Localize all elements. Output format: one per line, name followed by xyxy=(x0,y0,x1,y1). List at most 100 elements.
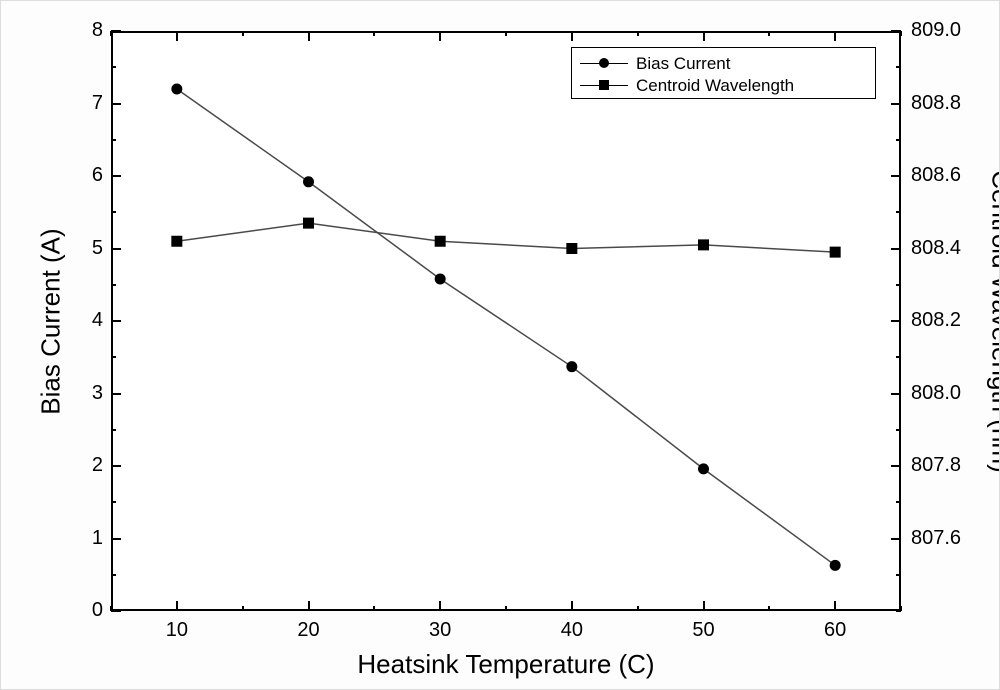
yl-tick xyxy=(111,320,121,322)
yl-tick xyxy=(111,66,116,68)
x-tick-label: 30 xyxy=(420,619,460,642)
x-tick-top xyxy=(703,31,705,41)
circle-marker-icon xyxy=(599,58,609,68)
centroid-wavelength-marker xyxy=(830,247,841,258)
yl-tick-label: 8 xyxy=(73,19,103,42)
centroid-wavelength-marker xyxy=(435,236,446,247)
centroid-wavelength-marker xyxy=(698,239,709,250)
yl-tick xyxy=(111,103,121,105)
yl-tick xyxy=(111,610,121,612)
yl-tick xyxy=(111,248,121,250)
yl-tick xyxy=(111,429,116,431)
legend-label: Bias Current xyxy=(636,54,730,74)
x-tick xyxy=(242,606,244,611)
yl-tick-label: 6 xyxy=(73,164,103,187)
bias-current-marker xyxy=(303,176,314,187)
chart-figure: Heatsink Temperature (C) Bias Current (A… xyxy=(0,0,1000,690)
yr-tick xyxy=(896,211,901,213)
x-tick xyxy=(176,601,178,611)
centroid-wavelength-marker xyxy=(566,243,577,254)
yr-tick xyxy=(896,284,901,286)
x-tick xyxy=(373,606,375,611)
centroid-wavelength-marker xyxy=(171,236,182,247)
y-right-axis-label: Centroid Wavelength (nm) xyxy=(986,162,1000,482)
yl-tick xyxy=(111,465,121,467)
yr-tick-label: 807.6 xyxy=(911,527,971,550)
yr-tick xyxy=(891,538,901,540)
yr-tick xyxy=(891,175,901,177)
yr-tick xyxy=(896,139,901,141)
yl-tick-label: 7 xyxy=(73,92,103,115)
x-tick xyxy=(637,606,639,611)
x-tick-top xyxy=(176,31,178,41)
yl-tick-label: 5 xyxy=(73,237,103,260)
yr-tick-label: 809.0 xyxy=(911,19,971,42)
yr-tick-label: 808.4 xyxy=(911,237,971,260)
yl-tick-label: 3 xyxy=(73,382,103,405)
yr-tick xyxy=(891,30,901,32)
bias-current-marker xyxy=(171,84,182,95)
yr-tick xyxy=(896,429,901,431)
yr-tick xyxy=(891,465,901,467)
x-tick-top xyxy=(308,31,310,41)
x-tick xyxy=(834,601,836,611)
yl-tick xyxy=(111,175,121,177)
x-tick-top xyxy=(505,31,507,36)
yl-tick xyxy=(111,501,116,503)
yr-tick-label: 808.6 xyxy=(911,164,971,187)
centroid-wavelength-line xyxy=(177,223,835,252)
bias-current-line xyxy=(177,89,835,565)
centroid-wavelength-marker xyxy=(303,218,314,229)
x-tick xyxy=(571,601,573,611)
legend-item-bias-current: Bias Current xyxy=(580,52,867,74)
yr-tick-label: 808.8 xyxy=(911,92,971,115)
yl-tick xyxy=(111,284,116,286)
yr-tick-label: 808.0 xyxy=(911,382,971,405)
x-tick-top xyxy=(768,31,770,36)
bias-current-marker xyxy=(698,463,709,474)
legend-item-centroid-wavelength: Centroid Wavelength xyxy=(580,74,867,96)
yl-tick xyxy=(111,574,116,576)
chart-svg-layer xyxy=(1,1,1000,690)
yr-tick-label: 807.8 xyxy=(911,454,971,477)
x-tick xyxy=(308,601,310,611)
square-marker-icon xyxy=(599,80,609,90)
x-tick xyxy=(768,606,770,611)
yl-tick-label: 0 xyxy=(73,599,103,622)
legend: Bias Current Centroid Wavelength xyxy=(571,47,876,99)
bias-current-marker xyxy=(566,361,577,372)
x-tick-label: 60 xyxy=(815,619,855,642)
x-tick-top xyxy=(571,31,573,41)
x-tick-label: 20 xyxy=(289,619,329,642)
x-tick xyxy=(505,606,507,611)
x-axis-label: Heatsink Temperature (C) xyxy=(346,649,666,680)
x-tick xyxy=(439,601,441,611)
yl-tick-label: 1 xyxy=(73,527,103,550)
yl-tick xyxy=(111,393,121,395)
yr-tick xyxy=(896,66,901,68)
yr-tick xyxy=(891,248,901,250)
yl-tick xyxy=(111,30,121,32)
yl-tick xyxy=(111,139,116,141)
yr-tick xyxy=(891,393,901,395)
legend-label: Centroid Wavelength xyxy=(636,76,794,96)
x-tick-top xyxy=(834,31,836,41)
yr-tick xyxy=(896,501,901,503)
yr-tick xyxy=(896,574,901,576)
x-tick-top xyxy=(637,31,639,36)
yr-tick xyxy=(891,320,901,322)
x-tick-top xyxy=(439,31,441,41)
yl-tick xyxy=(111,211,116,213)
yl-tick xyxy=(111,356,116,358)
yl-tick xyxy=(111,538,121,540)
yr-tick xyxy=(896,610,901,612)
x-tick-label: 10 xyxy=(157,619,197,642)
x-tick-top xyxy=(242,31,244,36)
yr-tick xyxy=(891,103,901,105)
bias-current-marker xyxy=(830,560,841,571)
x-tick xyxy=(703,601,705,611)
yr-tick xyxy=(896,356,901,358)
yl-tick-label: 4 xyxy=(73,309,103,332)
x-tick-label: 40 xyxy=(552,619,592,642)
x-tick-label: 50 xyxy=(684,619,724,642)
